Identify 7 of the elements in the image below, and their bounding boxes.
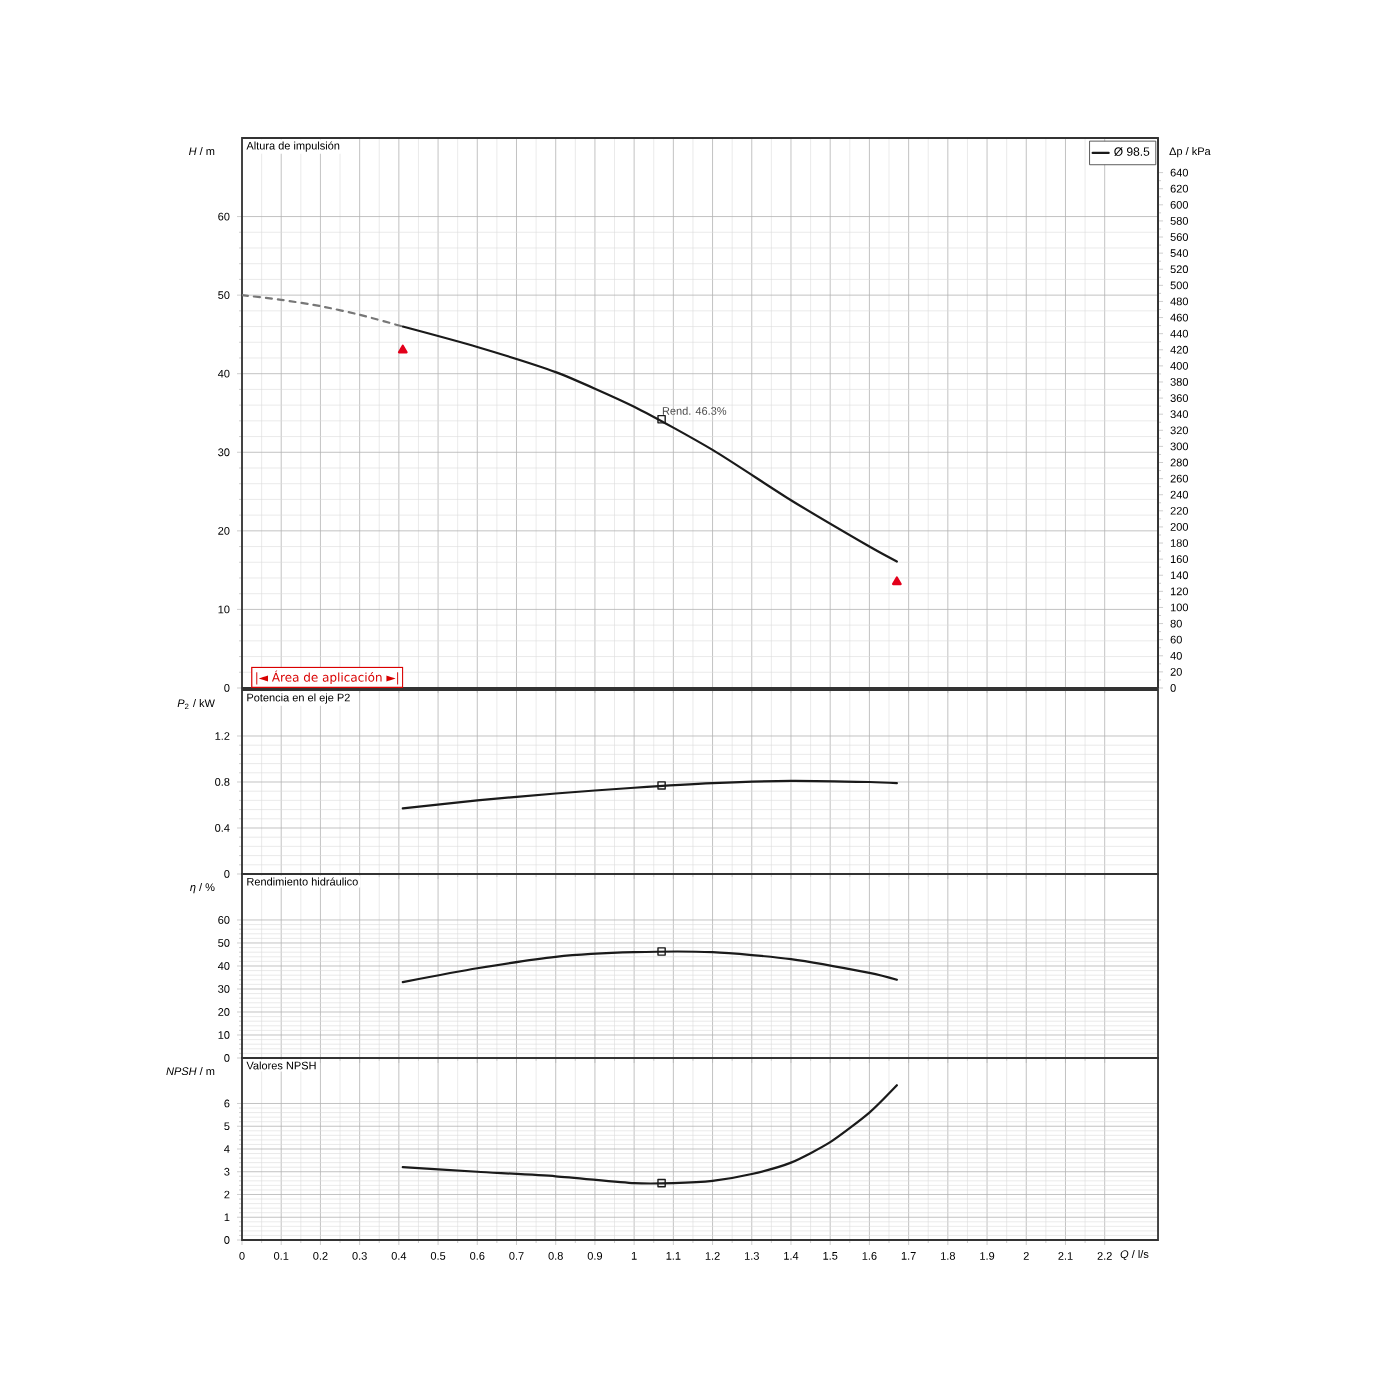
point [657, 414, 666, 424]
line-series [401, 325, 898, 563]
line-series [401, 950, 898, 984]
point [891, 576, 902, 586]
line-series [401, 1084, 898, 1185]
line-series [401, 779, 898, 810]
point [397, 344, 408, 354]
